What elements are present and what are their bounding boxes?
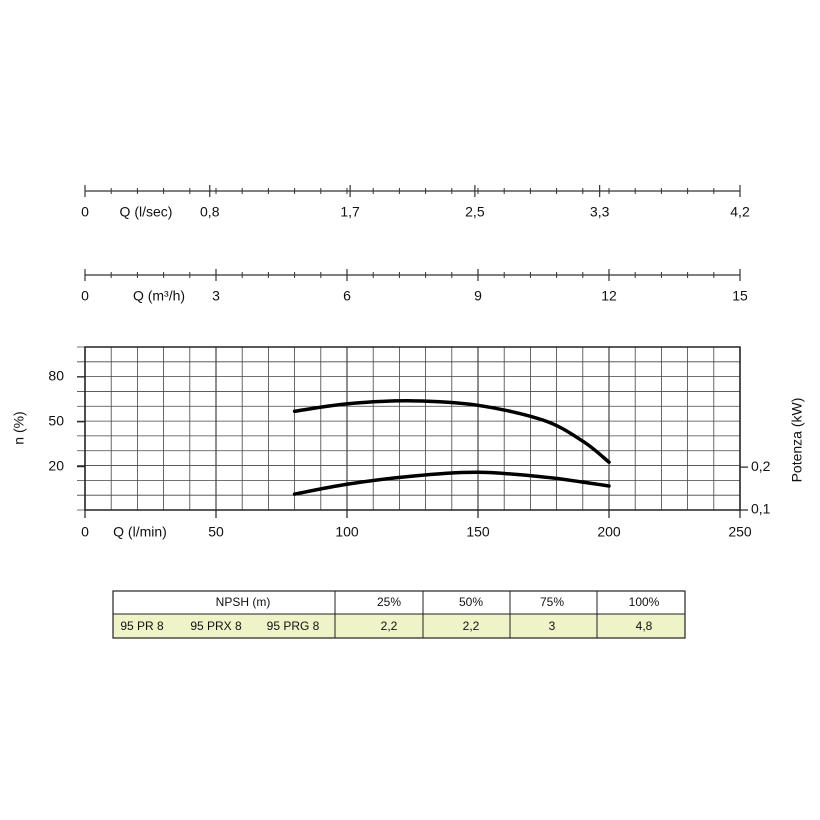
table-header: 25%: [377, 595, 401, 609]
x-tick-label: 3: [212, 288, 220, 304]
y-axis-label: n (%): [11, 411, 27, 444]
x-tick-label: 9: [474, 288, 482, 304]
x-tick-label: 1,7: [340, 204, 360, 220]
table-row-bg: [113, 614, 685, 638]
plot-frame: [84, 346, 741, 511]
x-axis-label: Q (m³/h): [133, 288, 185, 304]
npsh-table: NPSH (m) 25% 50% 75% 100% 95 PR 8 95 PRX…: [112, 590, 686, 639]
y-tick-label: 50: [48, 412, 64, 428]
x-axis-label: Q (l/sec): [120, 204, 173, 220]
table-header: 75%: [540, 595, 564, 609]
x-tick-label: 250: [728, 524, 752, 540]
table-model: 95 PR 8: [120, 619, 164, 633]
x-tick-label: 4,2: [730, 204, 750, 220]
table-header: NPSH (m): [216, 595, 271, 609]
x-tick-label: 15: [732, 288, 748, 304]
x-tick-label: 6: [343, 288, 351, 304]
x-tick-label: 0: [81, 524, 89, 540]
x-tick-label: 100: [335, 524, 359, 540]
x-tick-label: 0: [81, 288, 89, 304]
curve: [292, 470, 611, 496]
y2-axis-label: Potenza (kW): [789, 398, 805, 483]
table-header: 100%: [629, 595, 660, 609]
x-tick-label: 50: [208, 524, 224, 540]
x-tick-label: 12: [601, 288, 617, 304]
table-model: 95 PRX 8: [190, 619, 242, 633]
y-tick-label: 80: [48, 368, 64, 384]
table-cell: 2,2: [381, 619, 398, 633]
y-tick-label: 20: [48, 457, 64, 473]
y2-tick-label: 0,1: [751, 501, 771, 517]
x-tick-label: 150: [466, 524, 490, 540]
x-tick-label: 2,5: [465, 204, 485, 220]
table-cell: 3: [549, 619, 556, 633]
x-axis-label: Q (l/min): [113, 524, 167, 540]
table-cell: 4,8: [636, 619, 653, 633]
table-header: 50%: [459, 595, 483, 609]
x-tick-label: 0,8: [200, 204, 220, 220]
table-model: 95 PRG 8: [267, 619, 320, 633]
x-tick-label: 3,3: [590, 204, 610, 220]
curve: [292, 399, 611, 464]
x-tick-label: 0: [81, 204, 89, 220]
table-cell: 2,2: [463, 619, 480, 633]
y2-tick-label: 0,2: [751, 458, 771, 474]
x-tick-label: 200: [597, 524, 621, 540]
